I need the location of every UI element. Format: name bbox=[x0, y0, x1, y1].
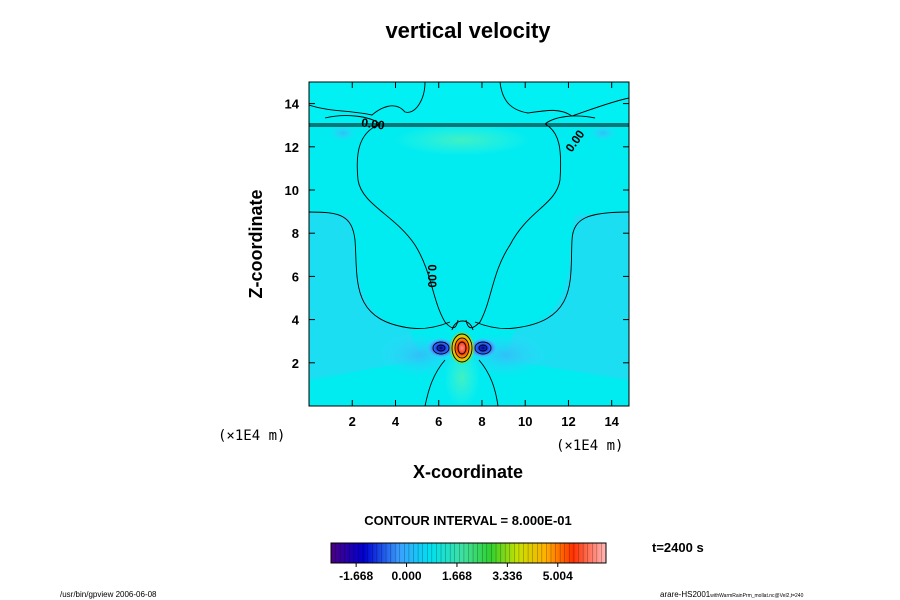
x-tick-label: 8 bbox=[478, 414, 485, 429]
x-unit-label: (×1E4 m) bbox=[556, 438, 623, 454]
y-axis-label: Z-coordinate bbox=[246, 189, 266, 298]
x-axis-label: X-coordinate bbox=[413, 462, 523, 482]
x-tick-label: 12 bbox=[561, 414, 575, 429]
y-tick-label: 2 bbox=[292, 356, 299, 371]
time-label: t=2400 s bbox=[652, 540, 704, 555]
y-tick-label: 8 bbox=[292, 226, 299, 241]
y-unit-label: (×1E4 m) bbox=[218, 428, 285, 444]
colorbar-ticks: -1.668 0.000 1.668 3.336 5.004 bbox=[339, 563, 573, 583]
y-tick-label: 14 bbox=[285, 97, 300, 112]
y-tick-label: 4 bbox=[292, 313, 300, 328]
contour-label: 0.00 bbox=[360, 115, 385, 132]
colorbar-tick-label: 1.668 bbox=[442, 569, 472, 583]
colorbar-tick-label: 3.336 bbox=[492, 569, 522, 583]
colorbar: -1.668 0.000 1.668 3.336 5.004 bbox=[330, 542, 607, 583]
plot-area bbox=[309, 82, 629, 406]
footer-right-main: arare-HS2001 bbox=[660, 590, 711, 599]
colorbar-tick-label: -1.668 bbox=[339, 569, 373, 583]
contour-interval: CONTOUR INTERVAL = 8.000E-01 bbox=[364, 513, 571, 528]
colorbar-stripes bbox=[335, 543, 602, 563]
footer-right-small: withWarmRainPrm_mollat.nc@Vel2,t=240 bbox=[710, 593, 803, 599]
plot-frame bbox=[308, 81, 630, 407]
x-tick-label: 2 bbox=[349, 414, 356, 429]
x-tick-label: 4 bbox=[392, 414, 400, 429]
y-tick-label: 12 bbox=[285, 140, 299, 155]
contour-lines bbox=[309, 82, 629, 406]
contour-label: 0.00 bbox=[425, 264, 439, 288]
y-tick-label: 6 bbox=[292, 269, 299, 284]
x-tick-label: 6 bbox=[435, 414, 442, 429]
x-tick-label: 14 bbox=[604, 414, 619, 429]
footer-right: arare-HS2001withWarmRainPrm_mollat.nc@Ve… bbox=[660, 590, 804, 599]
y-tick-label: 10 bbox=[285, 183, 299, 198]
footer-left: /usr/bin/gpview 2006-06-08 bbox=[60, 590, 157, 599]
y-axis: 2 4 6 8 10 12 14 bbox=[285, 97, 629, 371]
colorbar-tick-label: 5.004 bbox=[543, 569, 573, 583]
x-tick-label: 10 bbox=[518, 414, 532, 429]
chart-title: vertical velocity bbox=[385, 18, 551, 43]
x-axis: 2 4 6 8 10 12 14 bbox=[349, 82, 620, 429]
colorbar-tick-label: 0.000 bbox=[392, 569, 422, 583]
